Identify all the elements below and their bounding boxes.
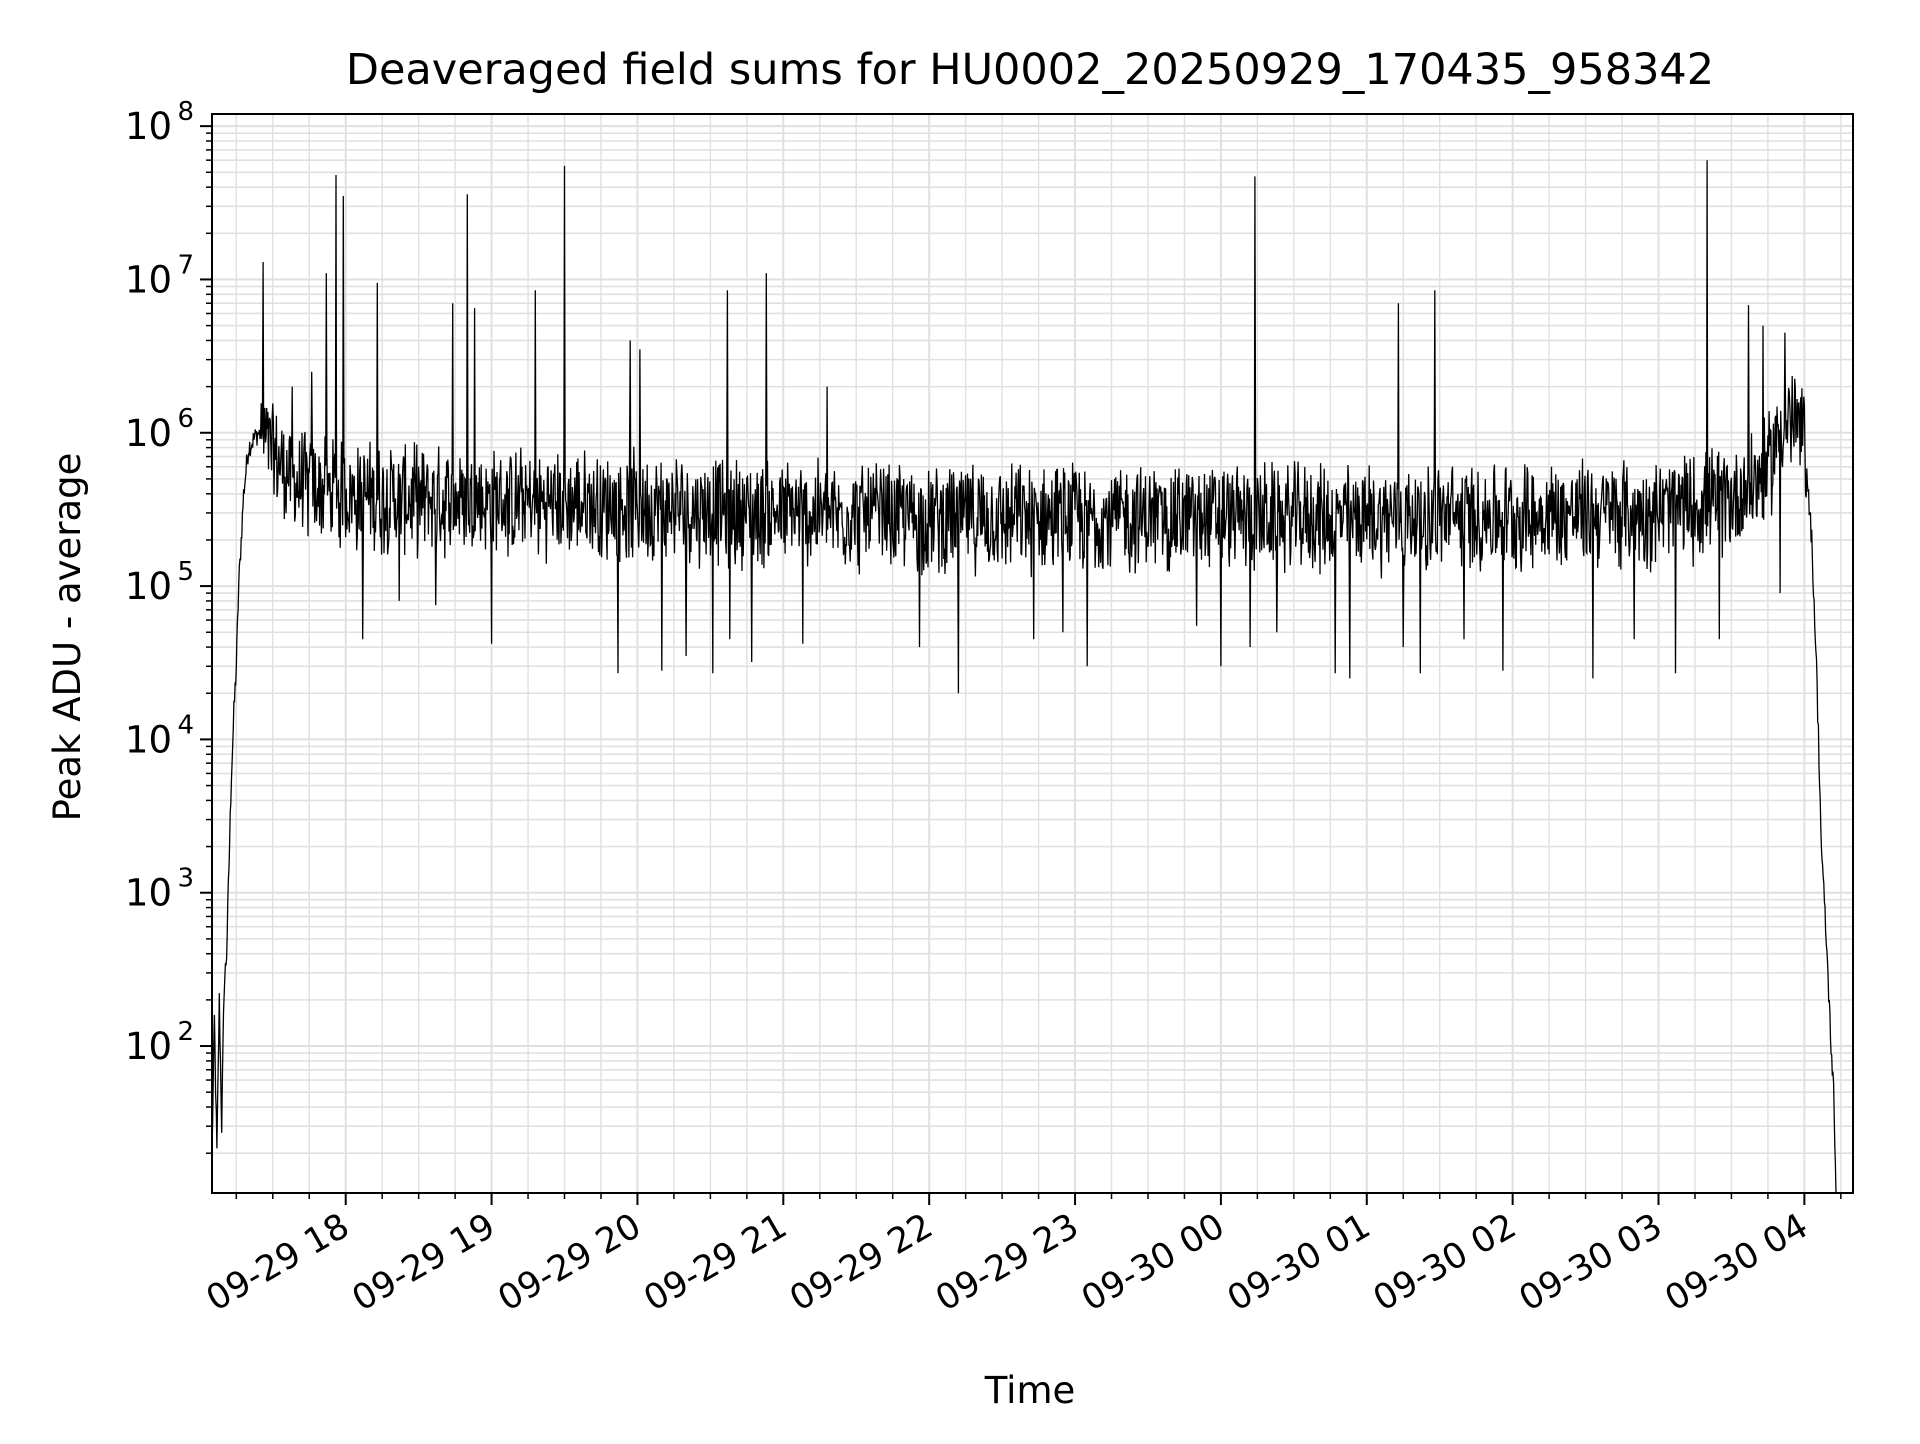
y-tick-label: 10 <box>125 718 172 761</box>
x-tick-label: 09-30 03 <box>1513 1206 1669 1319</box>
y-tick-label: 10 <box>125 872 172 915</box>
x-tick-label: 09-30 01 <box>1221 1206 1377 1319</box>
chart-title: Deaveraged field sums for HU0002_2025092… <box>346 45 1714 95</box>
x-tick-label: 09-29 20 <box>492 1206 648 1319</box>
x-tick-label: 09-29 23 <box>929 1206 1085 1319</box>
y-tick-exponent: 7 <box>177 250 194 280</box>
series-peak-adu <box>211 160 1837 1194</box>
y-tick-label: 10 <box>125 565 172 608</box>
x-tick-label: 09-29 18 <box>200 1206 356 1319</box>
y-tick-exponent: 5 <box>177 557 194 587</box>
y-axis-label: Peak ADU - average <box>46 453 89 822</box>
y-tick-label: 10 <box>125 412 172 455</box>
x-tick-label: 09-30 04 <box>1659 1206 1815 1319</box>
x-tick-label: 09-29 22 <box>783 1206 939 1319</box>
y-tick-label: 10 <box>125 1025 172 1068</box>
x-tick-label: 09-29 19 <box>346 1206 502 1319</box>
x-tick-label: 09-30 00 <box>1075 1206 1231 1319</box>
x-axis-label: Time <box>984 1369 1076 1412</box>
y-tick-exponent: 6 <box>177 404 194 434</box>
y-tick-label: 10 <box>125 258 172 301</box>
x-tick-label: 09-29 21 <box>638 1206 794 1319</box>
plot-frame <box>211 113 1854 1194</box>
x-tick-label: 09-30 02 <box>1367 1206 1523 1319</box>
y-tick-exponent: 2 <box>177 1017 194 1047</box>
series-line <box>211 160 1837 1194</box>
y-tick-exponent: 8 <box>177 97 194 127</box>
y-tick-exponent: 4 <box>177 710 194 740</box>
y-tick-exponent: 3 <box>177 864 194 894</box>
grid <box>212 114 1853 1193</box>
y-tick-label: 10 <box>125 105 172 148</box>
